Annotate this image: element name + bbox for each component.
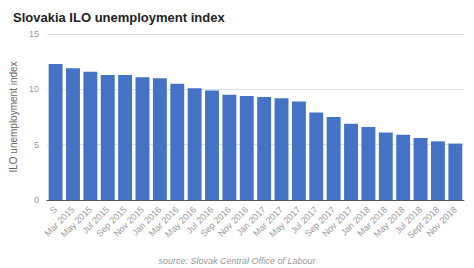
svg-text:Sep 2017: Sep 2017 — [302, 204, 338, 239]
svg-text:Jan 2018: Jan 2018 — [338, 204, 372, 238]
svg-text:Sep 2016: Sep 2016 — [198, 204, 233, 239]
svg-text:Jan 2017: Jan 2017 — [234, 204, 268, 238]
svg-text:0: 0 — [34, 195, 39, 205]
svg-text:10: 10 — [29, 84, 39, 94]
svg-text:S: S — [48, 204, 59, 215]
svg-text:ILO unemployment index: ILO unemployment index — [8, 61, 19, 172]
svg-text:May 2018: May 2018 — [371, 204, 407, 240]
svg-text:Jul 2016: Jul 2016 — [184, 204, 216, 236]
svg-text:Sep 2015: Sep 2015 — [94, 204, 129, 239]
svg-text:Nov 2017: Nov 2017 — [320, 204, 355, 239]
svg-text:Sept 2018: Sept 2018 — [405, 204, 442, 241]
svg-text:Nov 2018: Nov 2018 — [425, 204, 459, 238]
svg-text:Nov 2016: Nov 2016 — [216, 204, 251, 239]
svg-text:Jul 2017: Jul 2017 — [288, 204, 320, 236]
svg-text:Slovakia ILO unemployment inde: Slovakia ILO unemployment index — [13, 10, 225, 25]
svg-text:Mar 2018: Mar 2018 — [355, 204, 390, 239]
svg-text:Jul 2018: Jul 2018 — [393, 204, 425, 236]
svg-text:May 2016: May 2016 — [163, 204, 199, 240]
svg-text:Mar 2017: Mar 2017 — [251, 204, 286, 239]
svg-text:May 2015: May 2015 — [58, 204, 94, 240]
svg-text:5: 5 — [34, 140, 39, 150]
svg-text:Jan 2016: Jan 2016 — [130, 204, 164, 238]
svg-text:Mar 2015: Mar 2015 — [42, 204, 77, 239]
svg-text:May 2017: May 2017 — [267, 204, 303, 240]
svg-text:Mar 2016: Mar 2016 — [146, 204, 181, 239]
svg-text:Jul 2015: Jul 2015 — [80, 204, 112, 236]
svg-text:Nov 2015: Nov 2015 — [111, 204, 146, 239]
svg-text:source: Slovak Central Office: source: Slovak Central Office of Labour — [158, 256, 316, 266]
svg-text:15: 15 — [29, 29, 39, 39]
